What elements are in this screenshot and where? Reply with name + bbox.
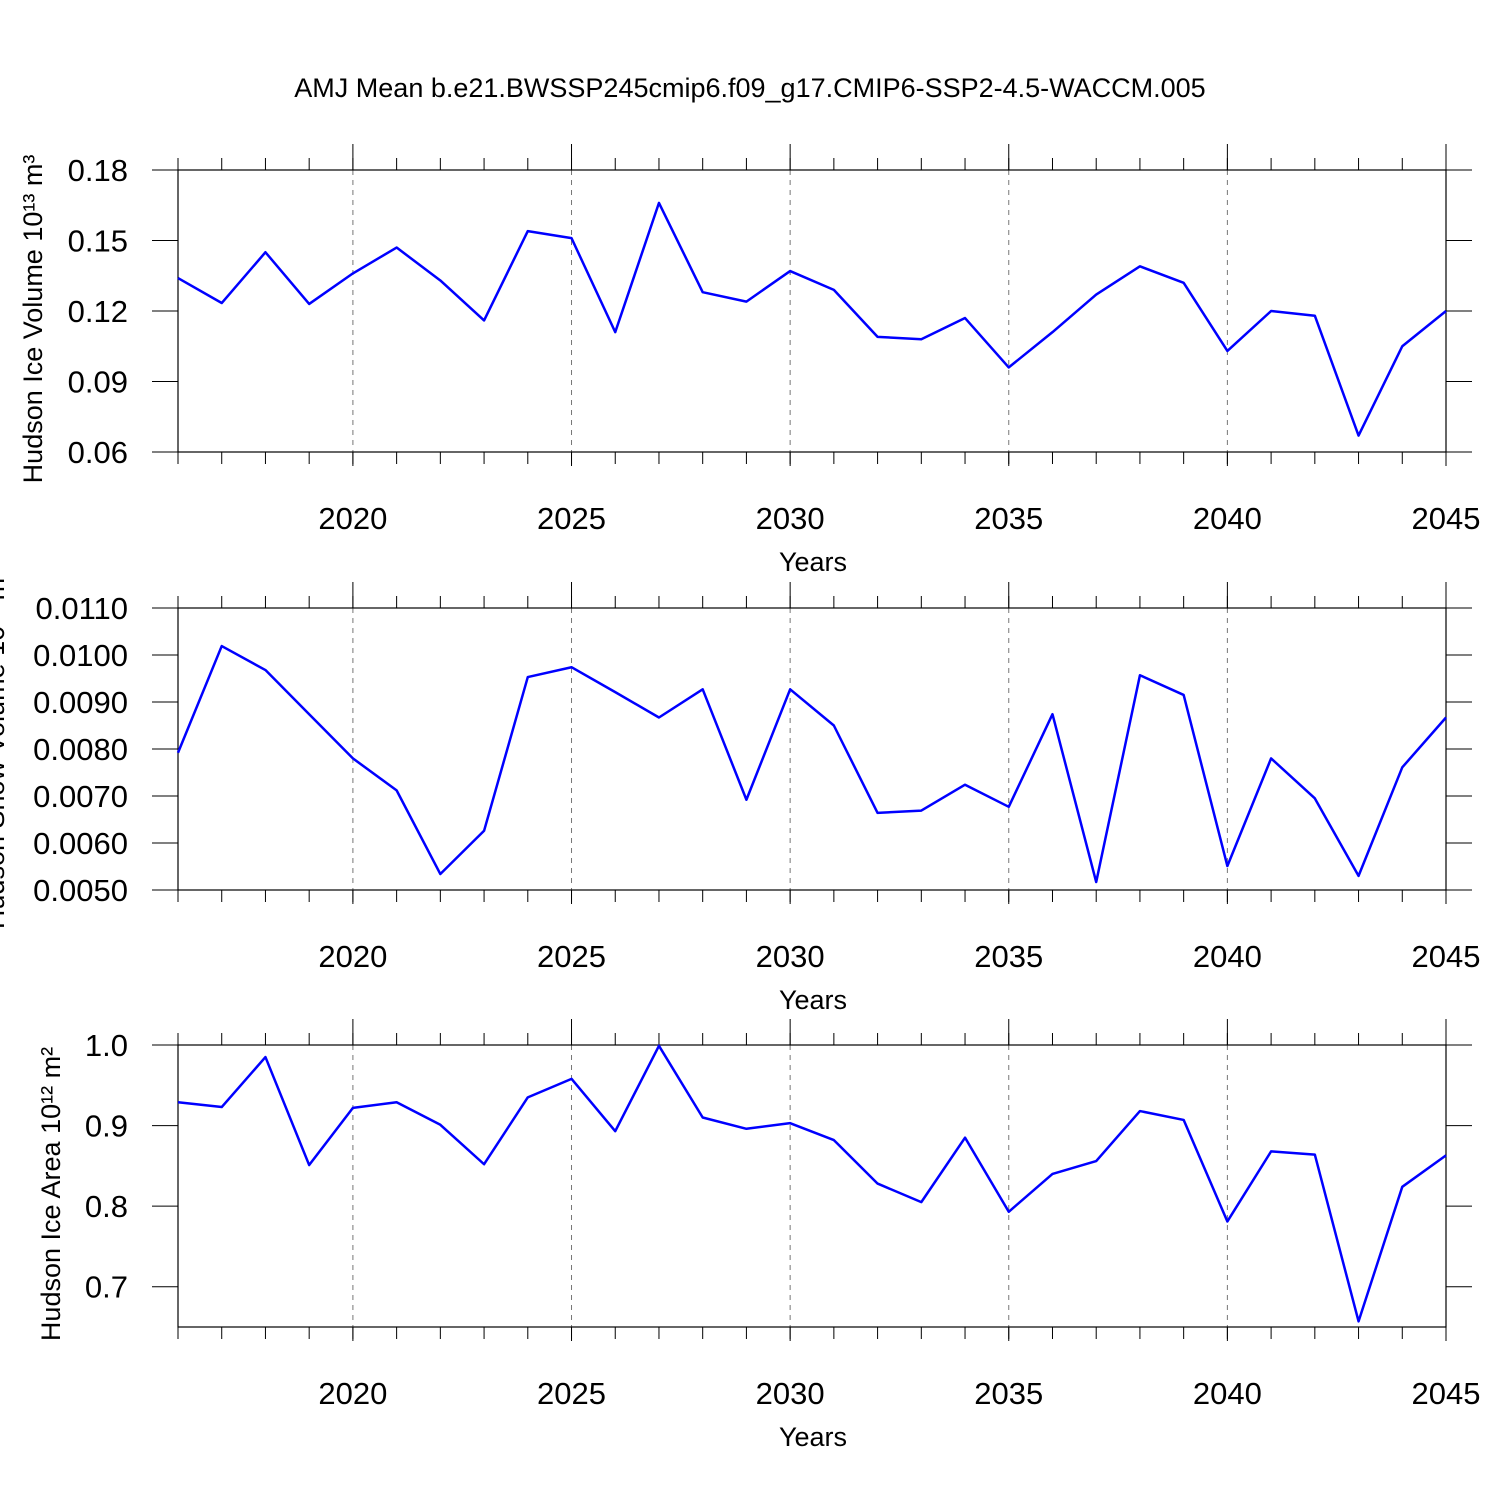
data-line — [177, 201, 1447, 437]
y-tick-label: 0.0050 — [33, 873, 128, 908]
x-tick-label: 2045 — [1412, 939, 1481, 974]
y-tick-label: 0.8 — [85, 1189, 128, 1224]
x-tick-label: 2030 — [756, 501, 825, 536]
x-tick-label: 2020 — [318, 1376, 387, 1411]
data-line — [176, 644, 1447, 884]
x-tick-label: 2020 — [318, 939, 387, 974]
x-tick-label: 2045 — [1412, 501, 1481, 536]
x-axis-label: Years — [779, 985, 847, 1015]
chart-title: AMJ Mean b.e21.BWSSP245cmip6.f09_g17.CMI… — [294, 73, 1205, 103]
y-axis-label: Hudson Ice Volume 10¹³ m³ — [18, 155, 48, 484]
x-tick-label: 2035 — [974, 939, 1043, 974]
x-tick-label: 2020 — [318, 501, 387, 536]
x-tick-label: 2040 — [1193, 501, 1262, 536]
y-axis-label: Hudson Snow Volume 10¹³ m³ — [0, 569, 10, 929]
y-tick-label: 0.7 — [85, 1270, 128, 1305]
y-tick-label: 0.0070 — [33, 779, 128, 814]
plot-frame — [177, 169, 1447, 453]
x-tick-label: 2040 — [1193, 1376, 1262, 1411]
y-tick-label: 1.0 — [85, 1028, 128, 1063]
y-tick-label: 0.9 — [85, 1109, 128, 1144]
x-tick-label: 2040 — [1193, 939, 1262, 974]
y-tick-label: 0.15 — [68, 224, 128, 259]
x-tick-label: 2025 — [537, 501, 606, 536]
x-tick-label: 2030 — [756, 939, 825, 974]
y-axis-label: Hudson Ice Area 10¹² m² — [36, 1047, 66, 1341]
x-tick-label: 2045 — [1412, 1376, 1481, 1411]
x-axis-label: Years — [779, 1422, 847, 1452]
y-tick-label: 0.0090 — [33, 685, 128, 720]
y-tick-label: 0.0100 — [33, 638, 128, 673]
data-line — [177, 1044, 1447, 1323]
y-tick-label: 0.0110 — [35, 591, 128, 626]
x-tick-label: 2025 — [537, 939, 606, 974]
y-tick-label: 0.18 — [68, 153, 128, 188]
y-tick-label: 0.0060 — [33, 826, 128, 861]
y-tick-label: 0.09 — [68, 365, 128, 400]
x-tick-label: 2030 — [756, 1376, 825, 1411]
y-tick-label: 0.0080 — [33, 732, 128, 767]
y-tick-label: 0.06 — [68, 435, 128, 470]
x-tick-label: 2035 — [974, 1376, 1043, 1411]
x-tick-label: 2035 — [974, 501, 1043, 536]
plot-frame — [177, 607, 1447, 891]
x-tick-label: 2025 — [537, 1376, 606, 1411]
y-tick-label: 0.12 — [68, 294, 128, 329]
plot-frame — [177, 1044, 1447, 1328]
x-axis-label: Years — [779, 547, 847, 577]
